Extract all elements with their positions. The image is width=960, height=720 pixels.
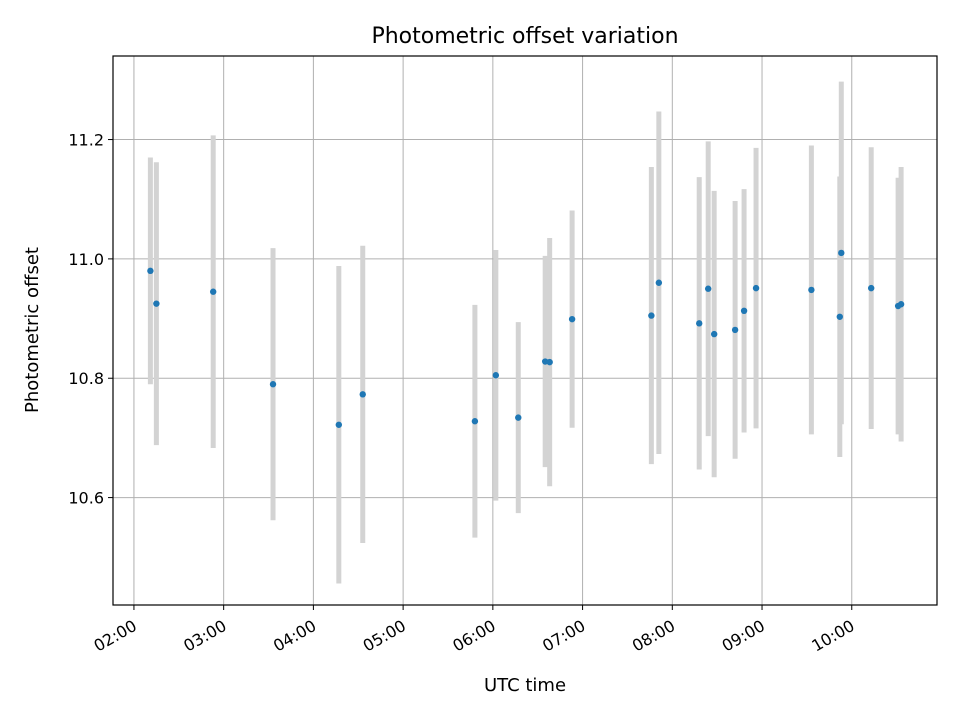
data-point: [209, 288, 217, 295]
data-point: [515, 414, 522, 421]
data-point: [867, 284, 875, 292]
data-point: [731, 326, 739, 334]
data-point: [696, 320, 703, 327]
data-point: [335, 421, 343, 428]
data-point: [492, 372, 500, 379]
y-axis-ticks: 10.6 10.8 11.0 11.2: [68, 131, 113, 508]
y-tick-label: 11.0: [68, 250, 104, 269]
data-point: [269, 381, 277, 388]
data-point: [655, 279, 663, 286]
data-point: [808, 286, 815, 294]
grid-lines: [113, 56, 937, 605]
data-point: [752, 284, 760, 292]
data-point: [710, 330, 718, 338]
y-axis-label: Photometric offset: [22, 247, 43, 413]
data-point: [740, 307, 748, 315]
y-tick-label: 10.8: [68, 369, 104, 388]
data-point: [153, 300, 160, 307]
data-point: [546, 358, 553, 366]
data-point: [568, 315, 576, 323]
data-point: [648, 312, 655, 319]
data-point: [471, 418, 479, 425]
data-point: [359, 391, 366, 398]
y-tick-label: 10.6: [68, 489, 104, 508]
x-axis-label: UTC time: [484, 675, 566, 696]
y-tick-label: 11.2: [68, 131, 104, 150]
plot-frame: [112, 55, 938, 606]
data-points: [147, 249, 905, 428]
data-point: [838, 249, 845, 257]
data-point: [704, 285, 712, 292]
data-point: [897, 301, 905, 308]
data-point: [147, 267, 154, 275]
data-point: [836, 313, 843, 320]
chart-title: Photometric offset variation: [371, 24, 678, 49]
